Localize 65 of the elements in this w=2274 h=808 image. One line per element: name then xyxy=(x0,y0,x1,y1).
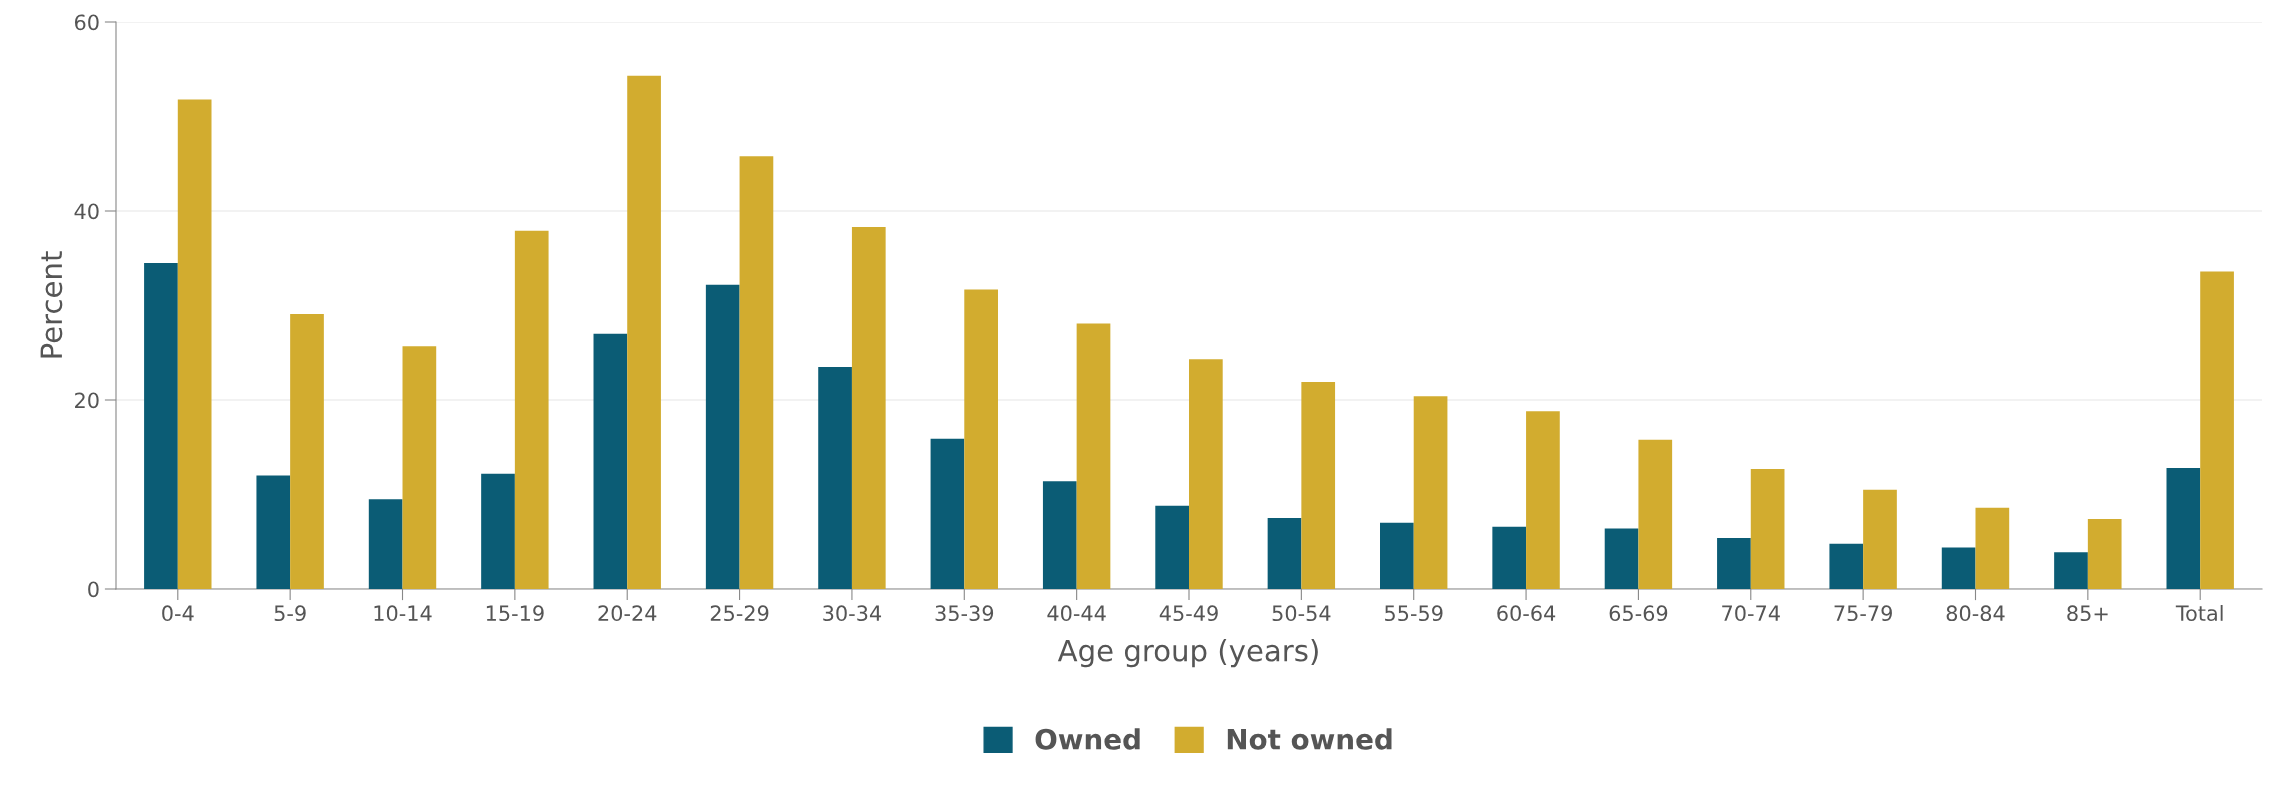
bar xyxy=(256,475,291,589)
bar xyxy=(144,262,178,589)
legend-label: Not owned xyxy=(1227,728,1392,750)
bar xyxy=(368,499,403,589)
x-axis-title: Age group (years) xyxy=(1057,639,1318,668)
bar xyxy=(1413,396,1448,589)
bar xyxy=(514,230,549,589)
x-tick-label: 55-59 xyxy=(1385,605,1443,622)
x-tick-label: 5-9 xyxy=(274,605,306,622)
x-tick-label: 85+ xyxy=(2067,605,2108,622)
y-axis-title: Percent xyxy=(40,251,63,358)
x-tick-label: 70-74 xyxy=(1722,605,1780,622)
x-tick-label: 40-44 xyxy=(1047,605,1106,622)
bar xyxy=(1604,528,1639,589)
x-tick-label: 65-69 xyxy=(1609,605,1668,622)
bar xyxy=(1267,518,1302,589)
bar xyxy=(402,346,437,589)
bar xyxy=(290,314,324,589)
x-tick-label: 25-29 xyxy=(710,605,769,622)
bar xyxy=(1829,543,1864,589)
y-tick-label: 40 xyxy=(74,203,99,220)
bar xyxy=(2054,552,2088,589)
x-tick-label: 0-4 xyxy=(162,605,194,622)
x-tick-label: Total xyxy=(2175,604,2223,622)
x-tick-label: 20-24 xyxy=(598,605,657,622)
bar xyxy=(1975,507,2010,589)
bar xyxy=(2087,519,2122,589)
x-tick-label: 75-79 xyxy=(1834,605,1892,622)
bar xyxy=(705,284,740,589)
x-tick-label: 10-14 xyxy=(374,605,432,622)
bar xyxy=(739,156,774,589)
bar xyxy=(1638,439,1673,589)
bar xyxy=(1042,481,1077,589)
y-tick-label: 20 xyxy=(75,392,99,409)
bar xyxy=(930,438,965,589)
bar xyxy=(481,473,515,589)
bar xyxy=(1301,382,1336,589)
legend-label: Owned xyxy=(1035,728,1140,750)
bar xyxy=(1750,468,1785,589)
y-tick-label: 60 xyxy=(74,14,99,31)
x-tick-label: 50-54 xyxy=(1272,605,1331,622)
bar xyxy=(818,366,852,589)
x-tick-label: 30-34 xyxy=(823,605,882,622)
x-tick-label: 15-19 xyxy=(486,605,544,622)
x-tick-label: 60-64 xyxy=(1497,605,1556,622)
bar xyxy=(177,99,212,589)
bar xyxy=(1076,323,1111,589)
bar xyxy=(851,227,886,589)
bar xyxy=(1526,411,1560,589)
bar xyxy=(2166,468,2201,589)
bar xyxy=(627,75,661,589)
y-tick-label: 0 xyxy=(88,581,99,598)
x-tick-label: 45-49 xyxy=(1159,605,1218,622)
bar xyxy=(1380,522,1414,589)
bar xyxy=(1717,537,1751,589)
bar xyxy=(1863,489,1897,589)
x-tick-label: 35-39 xyxy=(935,605,994,622)
bar xyxy=(593,333,628,589)
bar xyxy=(964,289,998,589)
bar xyxy=(1189,359,1223,589)
bar xyxy=(1492,526,1527,589)
bar xyxy=(1155,505,1189,589)
bar xyxy=(1941,547,1976,589)
bar xyxy=(2200,271,2234,589)
x-tick-label: 80-84 xyxy=(1946,605,2005,622)
